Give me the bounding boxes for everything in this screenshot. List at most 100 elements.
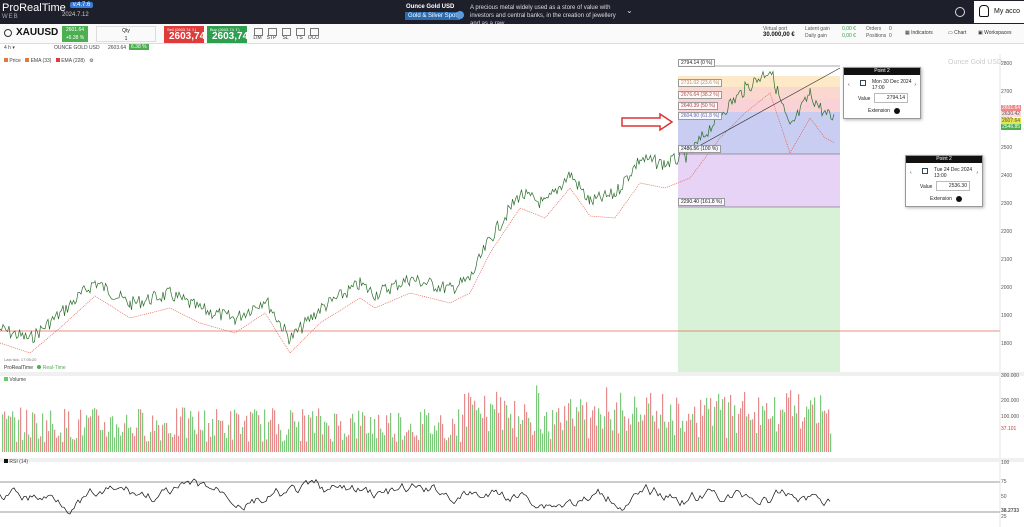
version-date: 2024.7.12 xyxy=(62,12,89,18)
volume-bar xyxy=(346,436,348,452)
volume-bar xyxy=(62,441,64,452)
calendar-icon[interactable] xyxy=(860,80,866,86)
price-tick: 2700 xyxy=(1001,89,1013,95)
volume-bar xyxy=(336,413,338,452)
volume-bar xyxy=(766,403,768,452)
volume-bar xyxy=(468,392,470,452)
prev-arrow-icon[interactable]: ‹ xyxy=(910,170,912,176)
volume-bar xyxy=(380,428,382,452)
volume-bar xyxy=(698,437,700,452)
volume-bar xyxy=(804,417,806,452)
volume-bar xyxy=(2,414,4,452)
volume-bar xyxy=(198,411,200,452)
qty-value: 1 xyxy=(124,36,128,42)
volume-bar xyxy=(506,405,508,452)
news-tag[interactable]: Gold & Silver Spot xyxy=(405,12,461,20)
order-stp-button[interactable]: STP xyxy=(265,27,278,41)
search-icon[interactable] xyxy=(4,29,12,37)
volume-bar xyxy=(694,406,696,452)
volume-bar xyxy=(10,416,12,452)
extension-toggle[interactable] xyxy=(894,108,900,114)
order-oco-button[interactable]: OCO xyxy=(307,27,320,41)
volume-bar xyxy=(488,431,490,452)
volume-bar xyxy=(790,390,792,452)
rsi-tick-50: 50 xyxy=(1001,494,1007,500)
volume-bar xyxy=(348,434,350,452)
news-title: Ounce Gold USD xyxy=(406,4,455,10)
sell-button[interactable]: Sell (2603.74 ⇩) 2603,74 xyxy=(164,26,205,43)
volume-bar xyxy=(162,424,164,452)
volume-bar xyxy=(486,416,488,452)
volume-bar xyxy=(648,403,650,452)
fib-zone-0 xyxy=(678,66,840,76)
volume-bar xyxy=(32,412,34,452)
volume-bar xyxy=(564,406,566,452)
realtime-dot-icon xyxy=(37,365,42,369)
next-arrow-icon[interactable]: › xyxy=(976,170,978,176)
volume-bar xyxy=(632,413,634,452)
rsi-line xyxy=(0,478,831,515)
quantity-stepper[interactable]: Qty 1 xyxy=(96,26,156,42)
volume-bar xyxy=(744,391,746,452)
volume-bar xyxy=(818,422,820,452)
volume-bar xyxy=(106,436,108,452)
language-globe-icon[interactable] xyxy=(955,7,965,17)
volume-bar xyxy=(710,398,712,452)
point2-a-value-input[interactable]: 2794.14 xyxy=(874,93,908,103)
buy-button[interactable]: Buy (2603.74 ⇧) 2603,74 xyxy=(207,26,248,43)
workspaces-button[interactable]: ▣ Workspaces xyxy=(978,30,1012,36)
volume-bar xyxy=(208,423,210,452)
volume-bar xyxy=(820,395,822,452)
volume-bar xyxy=(732,415,734,452)
volume-bar xyxy=(298,421,300,452)
orders-positions-labels[interactable]: Orders Positions xyxy=(866,26,886,40)
volume-bar xyxy=(442,424,444,452)
volume-bar xyxy=(654,421,656,452)
volume-bar xyxy=(286,434,288,452)
volume-bar xyxy=(520,423,522,452)
volume-bar xyxy=(484,395,486,452)
volume-bar xyxy=(56,437,58,452)
price-tick: 2000 xyxy=(1001,285,1013,291)
volume-bar xyxy=(476,410,478,452)
latent-gain-label: Latent gain xyxy=(805,26,830,32)
volume-bar xyxy=(492,404,494,452)
timeframe-selector[interactable]: 4 h ▾ xyxy=(4,45,15,51)
legend-settings-icon[interactable]: ⚙ xyxy=(89,58,94,64)
volume-bar xyxy=(58,435,60,452)
last-tick: Last tick: 17:05:20 xyxy=(4,357,37,362)
qty-label: Qty xyxy=(122,28,130,34)
volume-bar xyxy=(572,418,574,452)
volume-bar xyxy=(60,432,62,452)
volume-bar xyxy=(220,420,222,452)
order-ts-button[interactable]: TS xyxy=(293,27,306,41)
chevron-down-icon[interactable]: ⌄ xyxy=(626,6,633,15)
annotation-arrow[interactable] xyxy=(621,112,674,132)
volume-bar xyxy=(278,424,280,452)
volume-bar xyxy=(80,409,82,452)
prev-arrow-icon[interactable]: ‹ xyxy=(848,82,850,88)
volume-bar xyxy=(276,434,278,452)
point2-b-value-input[interactable]: 2536.30 xyxy=(936,181,970,191)
indicators-button[interactable]: ▦ Indicators xyxy=(905,30,933,36)
order-sl-button[interactable]: SL xyxy=(279,27,292,41)
brand-logo[interactable]: ProRealTime v.4.7.6 WEB xyxy=(2,2,94,20)
volume-bar xyxy=(736,432,738,452)
point2-panel-a[interactable]: Point 2 ‹ Mon 30 Dec 2024 17:00 › Value 2… xyxy=(843,67,921,119)
virtual-portfolio[interactable]: Virtual port 30.000,00 € xyxy=(763,26,795,38)
point2-panel-b[interactable]: Point 2 ‹ Tue 24 Dec 2024 13:00 › Value 2… xyxy=(905,155,983,207)
extension-toggle[interactable] xyxy=(956,196,962,202)
volume-bar xyxy=(340,421,342,452)
chart-button[interactable]: ▭ Chart xyxy=(948,30,966,36)
calendar-icon[interactable] xyxy=(922,168,928,174)
daily-gain-value: 0,00 € xyxy=(842,33,856,39)
volume-bar xyxy=(498,412,500,452)
symbol-input[interactable]: XAUUSD xyxy=(16,27,59,38)
order-lim-button[interactable]: LIM xyxy=(251,27,264,41)
provider-info: ProRealTime Real-Time xyxy=(4,365,66,371)
price-chart[interactable] xyxy=(0,54,1024,527)
next-arrow-icon[interactable]: › xyxy=(914,82,916,88)
volume-bar xyxy=(494,409,496,452)
trend-line[interactable] xyxy=(689,67,841,152)
price-line xyxy=(0,70,835,345)
